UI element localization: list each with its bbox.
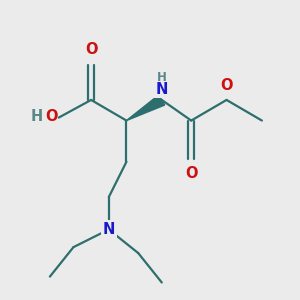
Text: O: O — [85, 42, 98, 57]
Text: H: H — [157, 71, 167, 84]
Text: N: N — [103, 222, 115, 237]
Text: H: H — [31, 109, 43, 124]
Text: O: O — [45, 109, 57, 124]
Text: N: N — [156, 82, 168, 97]
Text: O: O — [185, 166, 197, 181]
Polygon shape — [126, 95, 165, 121]
Text: O: O — [220, 78, 233, 93]
